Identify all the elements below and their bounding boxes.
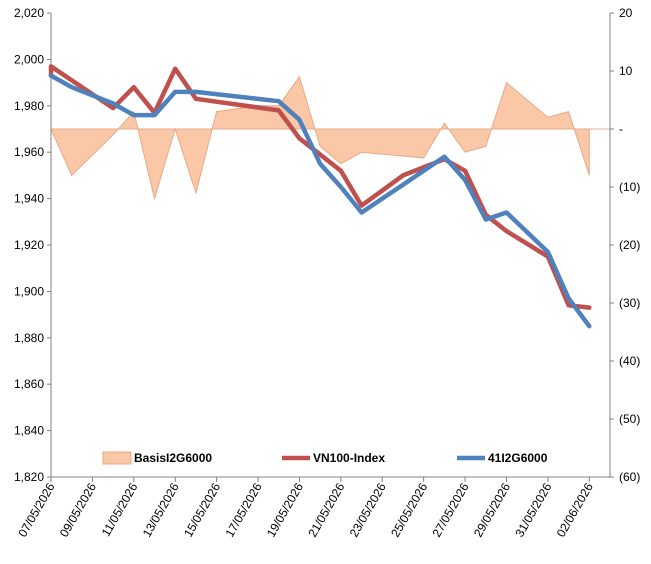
- x-tick-label: 27/05/2026: [430, 480, 472, 539]
- x-tick-label: 11/05/2026: [99, 480, 141, 539]
- legend: BasisI2G6000 VN100-Index 41I2G6000: [102, 451, 548, 465]
- left-tick-label: 1,960: [14, 145, 44, 159]
- left-tick-label: 1,980: [14, 99, 44, 113]
- right-tick-label: (30): [619, 296, 640, 310]
- series-line-41i2g6000: [48, 73, 592, 329]
- left-tick-label: 1,820: [14, 470, 44, 484]
- left-tick-label: 1,920: [14, 238, 44, 252]
- x-tick-label: 09/05/2026: [57, 480, 99, 539]
- x-tick-label: 29/05/2026: [471, 480, 513, 539]
- x-tick-label: 13/05/2026: [140, 480, 182, 539]
- x-tick-label: 17/05/2026: [222, 480, 264, 539]
- right-tick-label: 20: [619, 6, 633, 20]
- left-tick-label: 1,940: [14, 192, 44, 206]
- right-tick-label: (50): [619, 412, 640, 426]
- x-tick-label: 31/05/2026: [512, 480, 554, 539]
- legend-label-41i2g6000: 41I2G6000: [488, 451, 548, 465]
- x-tick-label: 15/05/2026: [181, 480, 223, 539]
- basis-area-layer: [50, 75, 610, 201]
- legend-swatch-basisi2g6000: [102, 451, 132, 465]
- series-line-vn100-index: [48, 64, 592, 310]
- legend-label-basisi2g6000: BasisI2G6000: [134, 451, 212, 465]
- left-tick-label: 2,020: [14, 6, 44, 20]
- x-tick-label: 25/05/2026: [388, 480, 430, 539]
- left-tick-label: 1,860: [14, 377, 44, 391]
- right-tick-label: 10: [619, 64, 633, 78]
- x-tick-label: 07/05/2026: [15, 480, 57, 539]
- x-tick-label: 19/05/2026: [264, 480, 306, 539]
- right-tick-label: (60): [619, 470, 640, 484]
- legend-label-vn100-index: VN100-Index: [313, 451, 385, 465]
- right-tick-label: (40): [619, 354, 640, 368]
- left-tick-label: 1,900: [14, 284, 44, 298]
- right-tick-label: (20): [619, 238, 640, 252]
- right-tick-label: (10): [619, 180, 640, 194]
- right-tick-label: -: [619, 122, 623, 136]
- left-tick-label: 1,840: [14, 424, 44, 438]
- left-tick-label: 2,000: [14, 52, 44, 66]
- left-tick-label: 1,880: [14, 331, 44, 345]
- x-tick-label: 23/05/2026: [347, 480, 389, 539]
- x-tick-label: 21/05/2026: [305, 480, 347, 539]
- basis-area: [50, 75, 590, 201]
- series-lines: [48, 64, 592, 329]
- x-tick-label: 02/06/2026: [554, 480, 596, 539]
